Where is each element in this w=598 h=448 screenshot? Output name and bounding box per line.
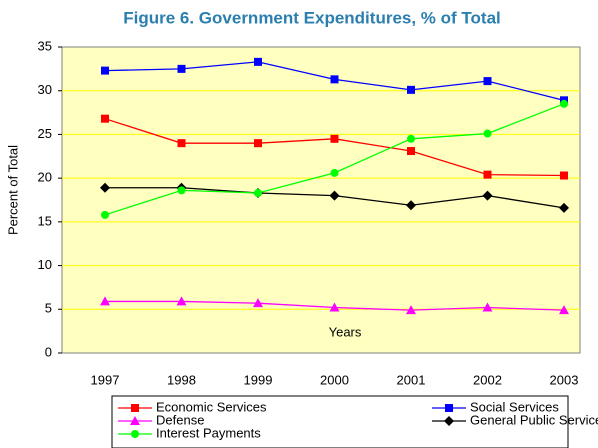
y-axis-label: Percent of Total (5, 145, 20, 235)
data-point (254, 57, 262, 66)
data-point (559, 202, 569, 213)
legend-marker (130, 416, 140, 425)
data-point (560, 171, 568, 180)
x-tick-label: 2000 (320, 372, 349, 387)
legend-label: Economic Services (156, 399, 267, 414)
chart-title: Figure 6. Government Expenditures, % of … (123, 8, 501, 27)
y-tick-label: 20 (38, 170, 52, 185)
legend-marker (131, 430, 139, 438)
data-point (176, 296, 187, 306)
x-tick-label: 1997 (91, 372, 120, 387)
data-point (177, 64, 186, 73)
y-tick-label: 35 (38, 38, 52, 53)
legend-marker (131, 404, 139, 412)
data-point (407, 147, 415, 156)
data-point (559, 305, 569, 315)
data-point (101, 66, 109, 75)
data-point (482, 190, 493, 201)
x-axis-label: Years (329, 324, 362, 339)
data-point (254, 139, 262, 148)
data-point (406, 305, 416, 315)
y-tick-label: 10 (38, 257, 52, 272)
data-point (101, 114, 109, 123)
y-tick-label: 25 (38, 126, 52, 141)
data-point (482, 302, 493, 312)
y-tick-label: 15 (38, 213, 52, 228)
legend-label: Social Services (470, 399, 559, 414)
x-tick-label: 2002 (473, 372, 502, 387)
x-tick-label: 1999 (244, 372, 273, 387)
data-point (329, 190, 340, 201)
data-point (254, 189, 262, 198)
data-point (330, 75, 339, 84)
data-point (329, 302, 340, 312)
y-tick-label: 5 (45, 301, 52, 316)
data-point (100, 296, 110, 306)
data-point (406, 200, 416, 211)
legend-label: Interest Payments (156, 425, 261, 440)
data-point (483, 77, 492, 86)
legend-marker (445, 404, 453, 412)
legend-marker (444, 416, 454, 426)
data-point (101, 210, 109, 219)
y-tick-label: 30 (38, 82, 52, 97)
data-point (483, 129, 492, 138)
legend-label: General Public Services (470, 412, 598, 427)
x-tick-label: 2003 (550, 372, 579, 387)
x-tick-label: 2001 (397, 372, 426, 387)
data-point (330, 134, 339, 143)
data-point (560, 99, 568, 108)
data-point (330, 168, 339, 177)
y-tick-label: 0 (45, 344, 52, 359)
data-point (177, 139, 186, 148)
data-point (407, 85, 415, 94)
legend-label: Defense (156, 412, 204, 427)
data-point (100, 182, 110, 193)
data-point (407, 134, 415, 143)
legend-box (111, 395, 569, 448)
data-point (253, 298, 263, 308)
x-tick-label: 1998 (167, 372, 196, 387)
data-point (483, 170, 492, 179)
data-point (177, 186, 186, 195)
